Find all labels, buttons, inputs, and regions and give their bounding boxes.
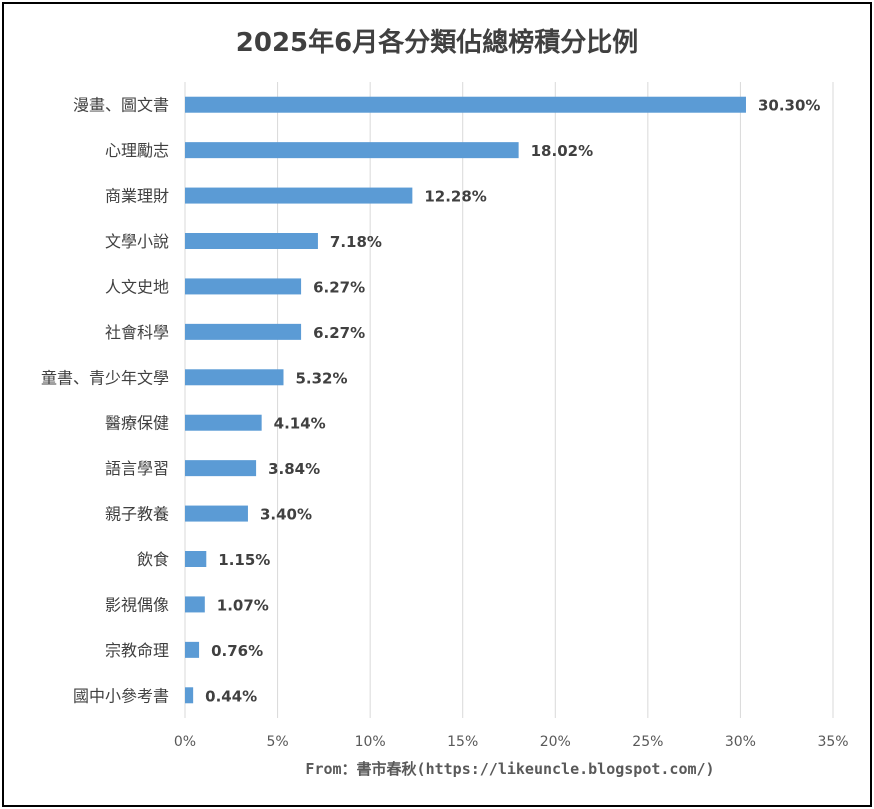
- x-tick-label: 25%: [632, 734, 663, 750]
- bar: [185, 641, 200, 658]
- value-label: 1.07%: [217, 596, 269, 614]
- source-note: From：書市春秋(https://likeuncle.blogspot.com…: [305, 760, 715, 778]
- bars: [185, 96, 746, 704]
- bar: [185, 551, 207, 567]
- value-label: 6.27%: [313, 278, 365, 296]
- value-label: 0.44%: [205, 687, 257, 705]
- x-tick-label: 0%: [174, 734, 196, 750]
- category-label: 飲食: [137, 550, 169, 569]
- category-label: 漫畫、圖文書: [73, 96, 169, 115]
- x-tick-label: 20%: [540, 734, 571, 750]
- bar: [185, 187, 413, 204]
- value-labels: 30.30% 18.02% 12.28% 7.18% 6.27% 6.27% 5.32% 4.…: [205, 97, 820, 706]
- bar: [185, 142, 519, 159]
- bar: [185, 460, 257, 477]
- category-label: 語言學習: [105, 459, 169, 478]
- value-label: 4.14%: [274, 415, 326, 433]
- x-tick-label: 10%: [355, 734, 386, 750]
- value-label: 5.32%: [295, 369, 347, 387]
- bar: [185, 687, 194, 704]
- x-tick-labels: 0% 5% 10% 15% 20% 25% 30% 35%: [174, 734, 849, 750]
- bar: [185, 505, 248, 522]
- value-label: 3.84%: [268, 460, 320, 478]
- value-label: 1.15%: [218, 551, 270, 569]
- chart-title: 2025年6月各分類佔總榜積分比例: [235, 28, 639, 58]
- bar: [185, 323, 302, 340]
- category-label: 國中小參考書: [73, 686, 169, 705]
- category-label: 醫療保健: [105, 414, 169, 433]
- value-label: 6.27%: [313, 324, 365, 342]
- x-tick-label: 30%: [725, 734, 756, 750]
- bar: [185, 233, 318, 249]
- category-label: 文學小說: [105, 232, 169, 251]
- value-label: 30.30%: [758, 97, 820, 115]
- value-label: 18.02%: [531, 142, 593, 160]
- bar: [185, 414, 262, 431]
- x-tick-label: 15%: [447, 734, 478, 750]
- category-label: 宗教命理: [105, 641, 169, 660]
- gridlines: [184, 82, 834, 718]
- category-labels: 漫畫、圖文書心理勵志商業理財文學小說人文史地社會科學童書、青少年文學醫療保健語言…: [41, 96, 169, 706]
- bar: [185, 96, 746, 113]
- category-label: 商業理財: [105, 187, 169, 206]
- bar: [185, 278, 302, 295]
- value-label: 3.40%: [260, 506, 312, 524]
- category-label: 人文史地: [105, 277, 169, 296]
- value-label: 7.18%: [330, 233, 382, 251]
- value-label: 12.28%: [424, 188, 486, 206]
- x-tick-label: 5%: [266, 734, 288, 750]
- category-label: 影視偶像: [105, 595, 169, 614]
- category-label: 心理勵志: [105, 141, 169, 160]
- x-tick-label: 35%: [817, 734, 848, 750]
- category-label: 童書、青少年文學: [41, 368, 169, 387]
- value-label: 0.76%: [211, 642, 263, 660]
- bar: [185, 596, 205, 613]
- bar: [185, 369, 284, 386]
- category-label: 社會科學: [105, 323, 169, 342]
- category-label: 親子教養: [105, 505, 169, 524]
